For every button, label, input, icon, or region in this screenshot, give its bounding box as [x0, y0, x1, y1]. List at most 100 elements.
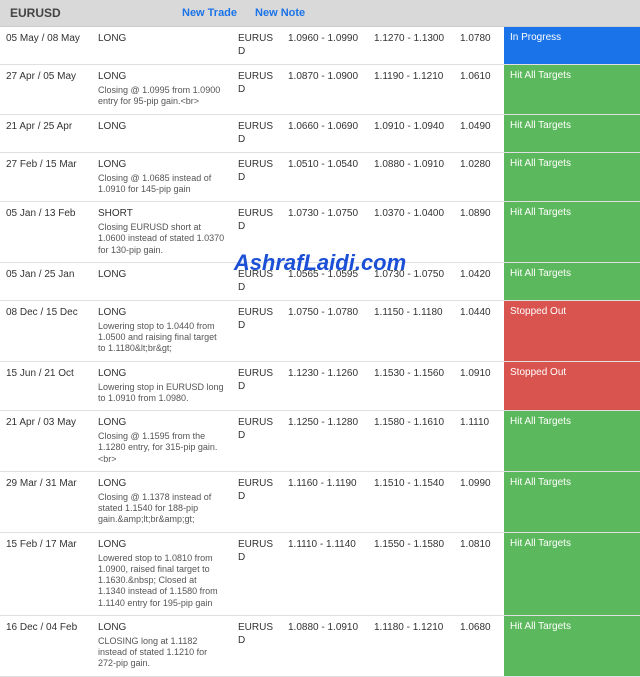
position-note: Closing @ 1.1595 from the 1.1280 entry, …	[98, 431, 226, 465]
table-row[interactable]: 21 Apr / 03 MayLONGClosing @ 1.1595 from…	[0, 411, 640, 472]
status-cell: Hit All Targets	[504, 65, 640, 114]
pair-cell: EURUSD	[232, 263, 282, 300]
position-type: LONG	[98, 416, 226, 429]
target-range-cell: 1.0370 - 1.0400	[368, 202, 454, 262]
stop-cell: 1.0810	[454, 533, 504, 615]
status-cell: In Progress	[504, 27, 640, 64]
position-cell: LONG Closing @ 1.1378 instead of stated 1…	[92, 472, 232, 532]
table-row[interactable]: 05 Jan / 25 Jan LONG EURUSD1.0565 - 1.0595…	[0, 263, 640, 301]
pair-cell: EURUSD	[232, 115, 282, 152]
position-type: LONG	[98, 538, 226, 551]
target-range-cell: 1.1550 - 1.1580	[368, 533, 454, 615]
position-type: LONG	[98, 367, 226, 380]
table-row[interactable]: 16 Dec / 04 FebLONGCLOSING long at 1.118…	[0, 616, 640, 677]
position-cell: LONG Lowering stop to 1.0440 from 1.0500 …	[92, 301, 232, 361]
entry-range-cell: 1.0565 - 1.0595	[282, 263, 368, 300]
target-range-cell: 1.1270 - 1.1300	[368, 27, 454, 64]
position-cell: LONG CLOSING long at 1.1182 instead of st…	[92, 616, 232, 676]
stop-cell: 1.0440	[454, 301, 504, 361]
position-type: LONG	[98, 306, 226, 319]
position-cell: LONG	[92, 115, 232, 152]
entry-range-cell: 1.0660 - 1.0690	[282, 115, 368, 152]
pair-cell: EURUSD	[232, 202, 282, 262]
position-note: Closing @ 1.0995 from 1.0900 entry for 9…	[98, 85, 226, 108]
position-cell: LONGClosing @ 1.0685 instead of 1.0910 f…	[92, 153, 232, 202]
position-type: LONG	[98, 621, 226, 634]
table-row[interactable]: 05 Jan / 13 FebSHORTClosing EURUSD short…	[0, 202, 640, 263]
status-cell: Stopped Out	[504, 362, 640, 411]
date-cell: 05 Jan / 13 Feb	[0, 202, 92, 262]
position-note: Lowering stop to 1.0440 from 1.0500 and …	[98, 321, 226, 355]
table-row[interactable]: 05 May / 08 MayLONGEURUSD1.0960 - 1.0990…	[0, 27, 640, 65]
target-range-cell: 1.1530 - 1.1560	[368, 362, 454, 411]
position-type: LONG	[98, 268, 226, 281]
stop-cell: 1.0610	[454, 65, 504, 114]
position-type: LONG	[98, 120, 226, 133]
pair-title: EURUSD	[0, 0, 132, 26]
position-cell: LONG Lowered stop to 1.0810 from 1.0900, …	[92, 533, 232, 615]
new-trade-link[interactable]: New Trade	[182, 7, 237, 19]
entry-range-cell: 1.0730 - 1.0750	[282, 202, 368, 262]
table-row[interactable]: 27 Feb / 15 MarLONGClosing @ 1.0685 inst…	[0, 153, 640, 203]
stop-cell: 1.0990	[454, 472, 504, 532]
position-note: Lowered stop to 1.0810 from 1.0900, rais…	[98, 553, 226, 609]
target-range-cell: 1.1190 - 1.1210	[368, 65, 454, 114]
position-cell: SHORTClosing EURUSD short at 1.0600 inst…	[92, 202, 232, 262]
position-type: LONG	[98, 70, 226, 83]
entry-range-cell: 1.0870 - 1.0900	[282, 65, 368, 114]
pair-cell: EURUSD	[232, 616, 282, 676]
status-cell: Hit All Targets	[504, 202, 640, 262]
new-note-link[interactable]: New Note	[255, 7, 305, 19]
table-row[interactable]: 21 Apr / 25 Apr LONG EURUSD1.0660 - 1.0690…	[0, 115, 640, 153]
table-row[interactable]: 15 Feb / 17 MarLONGLowered stop to 1.081…	[0, 533, 640, 616]
entry-range-cell: 1.0960 - 1.0990	[282, 27, 368, 64]
position-type: LONG	[98, 158, 226, 171]
pair-cell: EURUSD	[232, 65, 282, 114]
date-cell: 27 Feb / 15 Mar	[0, 153, 92, 202]
status-cell: Hit All Targets	[504, 263, 640, 300]
position-note: Lowering stop in EURUSD long to 1.0910 f…	[98, 382, 226, 405]
entry-range-cell: 1.0750 - 1.0780	[282, 301, 368, 361]
date-cell: 08 Dec / 15 Dec	[0, 301, 92, 361]
position-cell: LONG	[92, 27, 232, 64]
stop-cell: 1.0420	[454, 263, 504, 300]
stop-cell: 1.0910	[454, 362, 504, 411]
status-cell: Hit All Targets	[504, 115, 640, 152]
status-cell: Stopped Out	[504, 301, 640, 361]
table-row[interactable]: 27 Apr / 05 May LONG Closing @ 1.0995 from…	[0, 65, 640, 115]
date-cell: 21 Apr / 25 Apr	[0, 115, 92, 152]
pair-cell: EURUSD	[232, 472, 282, 532]
trades-table-body: 05 May / 08 MayLONGEURUSD1.0960 - 1.0990…	[0, 27, 640, 677]
table-row[interactable]: 08 Dec / 15 Dec LONG Lowering stop to 1.04…	[0, 301, 640, 362]
position-note: CLOSING long at 1.1182 instead of stated…	[98, 636, 226, 670]
position-type: LONG	[98, 477, 226, 490]
entry-range-cell: 1.1160 - 1.1190	[282, 472, 368, 532]
position-type: SHORT	[98, 207, 226, 220]
table-header-row: EURUSD New Trade New Note	[0, 0, 640, 27]
pair-cell: EURUSD	[232, 153, 282, 202]
stop-cell: 1.0490	[454, 115, 504, 152]
target-range-cell: 1.1580 - 1.1610	[368, 411, 454, 471]
position-cell: LONG Lowering stop in EURUSD long to 1.09…	[92, 362, 232, 411]
target-range-cell: 1.1510 - 1.1540	[368, 472, 454, 532]
position-note: Closing @ 1.1378 instead of stated 1.154…	[98, 492, 226, 526]
pair-cell: EURUSD	[232, 301, 282, 361]
target-range-cell: 1.0910 - 1.0940	[368, 115, 454, 152]
header-links: New Trade New Note	[132, 7, 305, 19]
target-range-cell: 1.1150 - 1.1180	[368, 301, 454, 361]
date-cell: 05 May / 08 May	[0, 27, 92, 64]
status-cell: Hit All Targets	[504, 411, 640, 471]
table-row[interactable]: 29 Mar / 31 Mar LONG Closing @ 1.1378 inst…	[0, 472, 640, 533]
status-cell: Hit All Targets	[504, 533, 640, 615]
date-cell: 27 Apr / 05 May	[0, 65, 92, 114]
stop-cell: 1.0780	[454, 27, 504, 64]
target-range-cell: 1.0730 - 1.0750	[368, 263, 454, 300]
status-cell: Hit All Targets	[504, 153, 640, 202]
table-row[interactable]: 15 Jun / 21 OctLONGLowering stop in EURU…	[0, 362, 640, 412]
date-cell: 29 Mar / 31 Mar	[0, 472, 92, 532]
position-cell: LONG Closing @ 1.1595 from the 1.1280 ent…	[92, 411, 232, 471]
entry-range-cell: 1.1230 - 1.1260	[282, 362, 368, 411]
entry-range-cell: 1.1250 - 1.1280	[282, 411, 368, 471]
date-cell: 05 Jan / 25 Jan	[0, 263, 92, 300]
stop-cell: 1.0890	[454, 202, 504, 262]
